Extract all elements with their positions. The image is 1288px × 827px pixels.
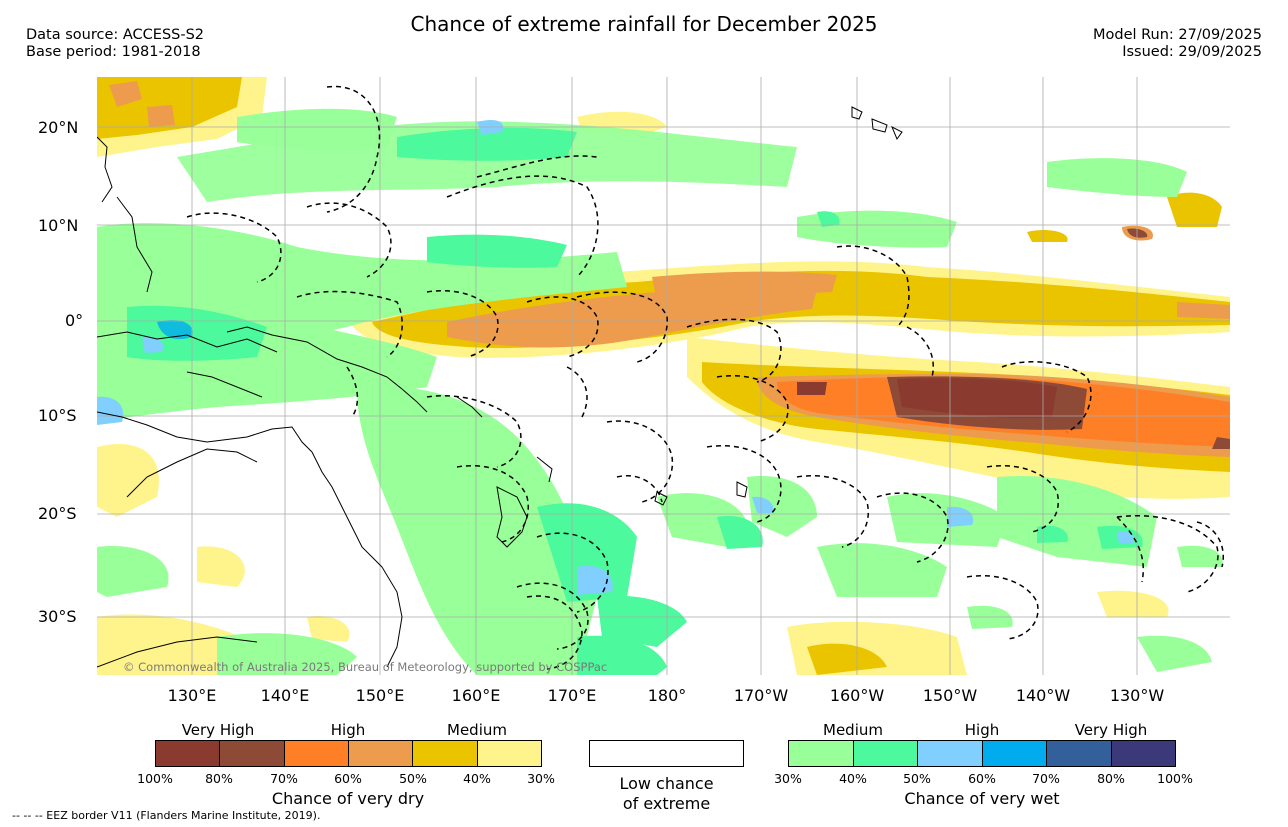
lon-label-160w: 160°W [829, 686, 885, 705]
copyright-notice: © Commonwealth of Australia 2025, Bureau… [123, 660, 608, 674]
lon-label-160e: 160°E [451, 686, 501, 705]
lon-label-140w: 140°W [1015, 686, 1071, 705]
coastlines [97, 106, 903, 668]
wet-tick: 70% [1032, 771, 1060, 786]
low-chance-label: Low chance of extreme [589, 774, 744, 814]
lon-label-130e: 130°E [167, 686, 217, 705]
lat-label-20s: 20°S [38, 504, 77, 523]
lat-label-10s: 10°S [38, 406, 77, 425]
low-chance-line1: Low chance [619, 774, 714, 793]
low-chance-line2: of extreme [622, 794, 711, 813]
dry-swatch [413, 741, 478, 766]
wet-swatch [918, 741, 983, 766]
lon-label-150w: 150°W [922, 686, 978, 705]
rainfall-map [97, 77, 1230, 675]
dry-tick: 100% [137, 771, 173, 786]
eez-footnote: -- -- -- EEZ border V11 (Flanders Marine… [12, 809, 321, 822]
lat-label-20n: 20°N [38, 118, 79, 137]
lon-label-170w: 170°W [733, 686, 789, 705]
dry-swatch [477, 741, 541, 766]
dry-tick: 60% [334, 771, 362, 786]
base-period: Base period: 1981-2018 [26, 44, 201, 60]
wet-category-medium: Medium [823, 721, 883, 739]
data-source: Data source: ACCESS-S2 [26, 27, 205, 43]
lat-label-30s: 30°S [38, 607, 77, 626]
wet-category-very-high: Very High [1074, 721, 1148, 739]
dry-swatch [284, 741, 349, 766]
wet-tick: 60% [968, 771, 996, 786]
wet-swatch [789, 741, 854, 766]
wet-legend-title: Chance of very wet [904, 789, 1060, 808]
lon-label-150e: 150°E [355, 686, 405, 705]
dry-category-high: High [330, 721, 366, 739]
wet-swatch [853, 741, 918, 766]
lon-label-180: 180° [647, 686, 687, 705]
dry-swatch [156, 741, 221, 766]
wet-shading [97, 108, 1223, 675]
lon-label-140e: 140°E [260, 686, 310, 705]
low-chance-swatch [589, 740, 744, 767]
lon-label-170e: 170°E [547, 686, 597, 705]
lat-label-equator: 0° [65, 311, 84, 330]
dry-colorbar [155, 740, 542, 767]
map-title: Chance of extreme rainfall for December … [410, 12, 878, 36]
dry-tick: 80% [205, 771, 233, 786]
model-run: Model Run: 27/09/2025 [1092, 27, 1262, 43]
wet-colorbar [788, 740, 1176, 767]
dry-category-very-high: Very High [181, 721, 255, 739]
issued-date: Issued: 29/09/2025 [1122, 44, 1262, 60]
wet-category-high: High [964, 721, 1000, 739]
dry-tick: 40% [463, 771, 491, 786]
dry-swatch [220, 741, 285, 766]
wet-tick: 30% [774, 771, 802, 786]
dry-swatch [348, 741, 414, 766]
dry-tick: 70% [270, 771, 298, 786]
wet-tick: 100% [1157, 771, 1193, 786]
eez-borders [186, 85, 1224, 670]
dry-tick: 30% [527, 771, 555, 786]
dry-legend-title: Chance of very dry [271, 789, 425, 808]
wet-swatch [1111, 741, 1175, 766]
lat-label-10n: 10°N [38, 216, 79, 235]
wet-swatch [982, 741, 1047, 766]
dry-category-medium: Medium [447, 721, 507, 739]
header-left: Data source: ACCESS-S2 Base period: 1981… [26, 27, 204, 61]
dry-tick: 50% [399, 771, 427, 786]
wet-tick: 80% [1097, 771, 1125, 786]
wet-tick: 50% [903, 771, 931, 786]
wet-tick: 40% [839, 771, 867, 786]
wet-swatch [1047, 741, 1112, 766]
header-right: Model Run: 27/09/2025 Issued: 29/09/2025 [1093, 27, 1262, 61]
lon-label-130w: 130°W [1109, 686, 1165, 705]
graticule [97, 77, 1230, 675]
